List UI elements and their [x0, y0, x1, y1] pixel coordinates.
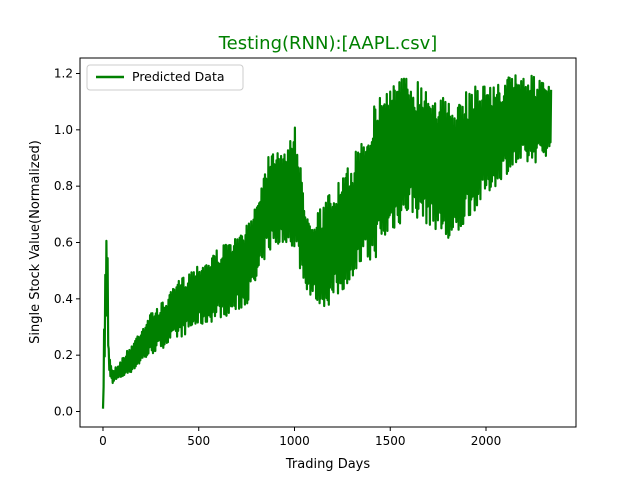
y-tick-label: 1.0: [54, 123, 73, 137]
x-axis-label: Trading Days: [285, 457, 370, 472]
plot-area: [101, 74, 553, 409]
x-tick-label: 1500: [375, 434, 406, 448]
y-tick-label: 0.0: [54, 405, 73, 419]
x-tick-label: 500: [187, 434, 210, 448]
x-axis: 0 500 1000 1500 2000: [99, 427, 501, 448]
x-tick-label: 2000: [471, 434, 502, 448]
x-tick-label: 1000: [279, 434, 310, 448]
y-tick-label: 1.2: [54, 66, 73, 80]
legend-label-predicted: Predicted Data: [132, 69, 225, 84]
series-line-predicted: [101, 74, 553, 409]
y-tick-label: 0.2: [54, 348, 73, 362]
legend: Predicted Data: [86, 64, 244, 91]
legend-box: [86, 64, 244, 91]
y-tick-label: 0.4: [54, 292, 73, 306]
y-axis-label: Single Stock Value(Normalized): [28, 140, 43, 344]
y-tick-label: 0.6: [54, 236, 73, 250]
x-tick-label: 0: [99, 434, 107, 448]
y-axis: 0.0 0.2 0.4 0.6 0.8 1.0 1.2: [54, 66, 80, 419]
y-tick-label: 0.8: [54, 179, 73, 193]
chart-title: Testing(RNN):[AAPL.csv]: [218, 33, 438, 54]
